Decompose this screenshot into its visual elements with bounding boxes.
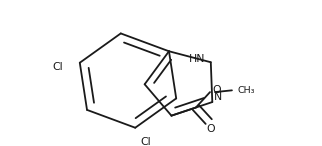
Text: Cl: Cl <box>52 62 63 72</box>
Text: Cl: Cl <box>140 137 151 146</box>
Text: O: O <box>206 124 215 134</box>
Text: O: O <box>213 85 221 95</box>
Text: HN: HN <box>189 54 205 64</box>
Text: N: N <box>214 92 223 102</box>
Text: CH₃: CH₃ <box>237 86 255 95</box>
